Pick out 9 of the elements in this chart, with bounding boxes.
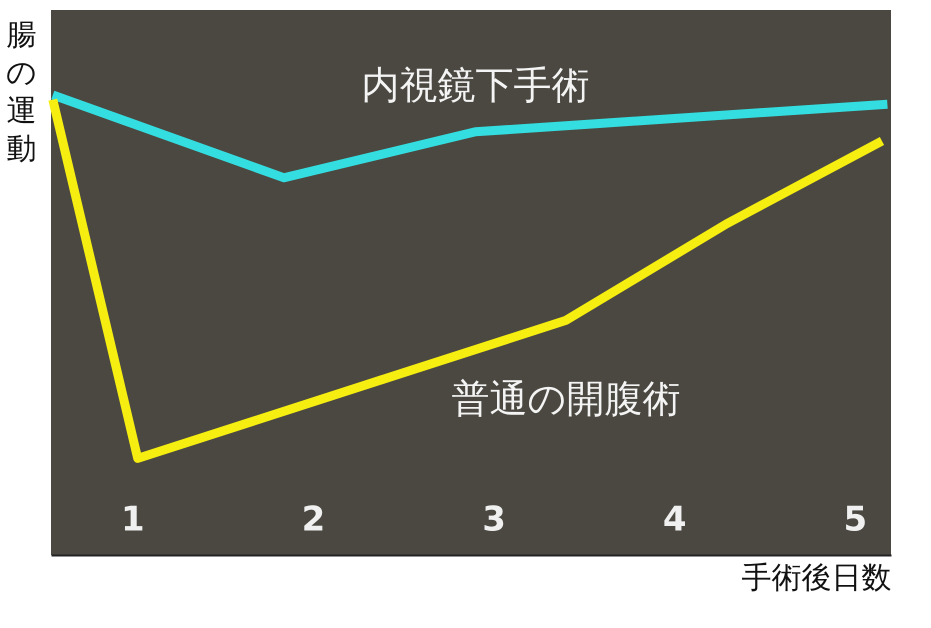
x-tick-label: 5 bbox=[844, 500, 868, 540]
x-axis-title: 手術後日数 bbox=[742, 560, 892, 596]
x-tick-label: 3 bbox=[482, 500, 506, 540]
series-label: 普通の開腹術 bbox=[451, 376, 680, 420]
x-tick-label: 4 bbox=[662, 500, 687, 540]
x-tick-label: 1 bbox=[120, 500, 145, 540]
y-axis-title: 腸の運動 bbox=[6, 18, 37, 166]
x-tick-label: 2 bbox=[302, 500, 326, 540]
series-label: 内視鏡下手術 bbox=[362, 62, 590, 107]
